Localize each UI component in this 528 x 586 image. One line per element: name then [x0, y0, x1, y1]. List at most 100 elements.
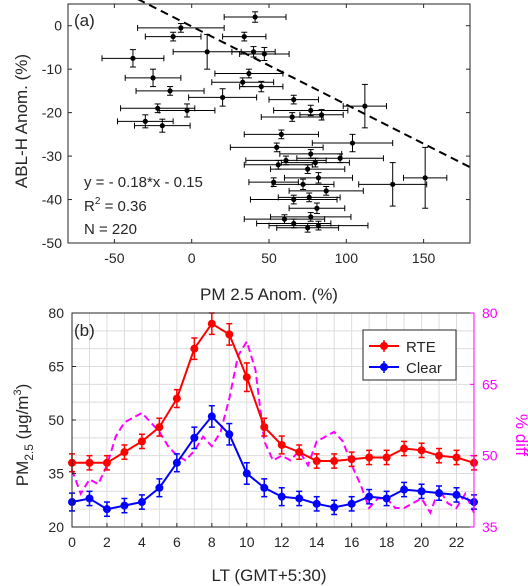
scatter-point-13: [135, 86, 205, 96]
r-squared-superscript: 2: [95, 196, 101, 207]
scatter-point-11: [211, 77, 275, 88]
panel-a-y-ticks: 0 -10 -20 -30 -40 -50: [42, 18, 470, 251]
scatter-point-2: [137, 23, 225, 33]
data-point: [240, 79, 246, 85]
data-point: [261, 51, 267, 57]
data-point: [435, 451, 444, 460]
scatter-point-33: [283, 172, 353, 184]
regression-line: [137, 0, 471, 169]
data-point: [330, 503, 339, 512]
panel-b-y-axis-label: PM2.5 (μg/m3): [12, 384, 36, 487]
data-point: [314, 205, 320, 211]
scatter-point-16: [342, 83, 388, 129]
x-tick-label: 16: [344, 534, 360, 550]
data-point: [85, 458, 94, 467]
data-point: [330, 457, 339, 466]
data-point: [323, 188, 329, 194]
y-tick-label: 50: [48, 412, 64, 428]
data-point: [347, 455, 356, 464]
x-tick-label: -50: [104, 250, 124, 266]
data-point: [159, 123, 165, 129]
data-point: [382, 494, 391, 503]
data-point: [417, 487, 426, 496]
x-tick-label: 14: [309, 534, 325, 550]
data-point: [281, 216, 288, 222]
data-point: [220, 94, 226, 101]
ylabel-subscript: 2.5: [22, 444, 36, 461]
r-squared-prefix: R: [84, 198, 95, 215]
data-point: [277, 492, 286, 501]
panel-a-x-ticks: -50 0 50 100 150: [104, 4, 436, 266]
data-point: [365, 492, 374, 501]
percent-diff-path: [71, 339, 475, 515]
scatter-point-37: [271, 178, 335, 191]
data-point: [365, 453, 374, 462]
scatter-point-41: [288, 202, 346, 214]
data-point: [283, 157, 289, 164]
y-tick-label: -20: [42, 105, 62, 121]
scatter-point-21: [260, 112, 324, 122]
scatter-point-35: [403, 146, 448, 209]
data-point: [260, 423, 269, 432]
scatter-point-3: [144, 31, 202, 42]
x-tick-label: 4: [138, 534, 146, 550]
scatter-point-24: [243, 129, 319, 140]
x-tick-label: 10: [239, 534, 255, 550]
scatter-point-38: [288, 186, 364, 196]
data-point: [190, 344, 199, 353]
scatter-point-10: [124, 68, 182, 88]
x-tick-label: 0: [68, 534, 76, 550]
data-point: [242, 469, 251, 478]
y-tick-label: -10: [42, 61, 62, 77]
data-point: [312, 499, 321, 508]
data-point: [275, 162, 281, 168]
scatter-point-34: [358, 162, 428, 207]
ylabel-unit: (μg/m: [13, 396, 32, 445]
data-point: [291, 196, 297, 203]
data-point: [362, 103, 368, 109]
data-point: [337, 155, 343, 161]
y-tick-label: 80: [48, 305, 64, 321]
scatter-point-5: [172, 33, 242, 70]
data-point: [137, 437, 146, 446]
data-point: [204, 49, 210, 55]
data-point: [305, 166, 311, 172]
data-point: [349, 140, 356, 146]
x-tick-label: 2: [103, 534, 111, 550]
regression-fit-line: [137, 0, 471, 169]
r-squared-annotation: R2 = 0.36: [84, 196, 147, 215]
data-point: [190, 433, 199, 442]
y-tick-label: -40: [42, 192, 62, 208]
data-point: [278, 131, 284, 137]
data-point: [390, 181, 396, 187]
data-point: [170, 33, 176, 40]
scatter-point-14: [188, 88, 258, 107]
data-point: [167, 88, 173, 94]
data-point: [242, 373, 251, 382]
x-tick-label: 50: [261, 250, 277, 266]
data-point: [137, 498, 146, 507]
data-point: [120, 501, 129, 510]
data-point: [452, 453, 461, 462]
data-point: [452, 490, 461, 499]
series-clear: [68, 404, 478, 518]
data-point: [295, 448, 304, 457]
data-point: [250, 49, 257, 55]
data-point: [308, 151, 314, 157]
y2-tick-label: 80: [482, 305, 498, 321]
data-point: [435, 489, 444, 498]
scatter-point-12: [239, 80, 284, 93]
regression-equation: y = - 0.18*x - 0.15: [84, 174, 203, 191]
percent-diff-line: [71, 339, 475, 515]
panel-b-x-ticks: 0 2 4 6 8 10 12 14 16 18 20 22: [68, 523, 465, 550]
data-point: [306, 194, 312, 200]
panel-a-y-axis-label: ABL-H Anom. (%): [12, 54, 31, 188]
x-tick-label: 8: [208, 534, 216, 550]
legend-marker-clear: [380, 363, 388, 371]
ylabel-superscript: 3: [12, 389, 24, 395]
data-point: [308, 214, 314, 220]
scatter-point-26: [229, 142, 324, 153]
scatter-point-1: [223, 11, 287, 23]
panel-b-y2-ticks: 35 50 65 80: [470, 305, 498, 535]
